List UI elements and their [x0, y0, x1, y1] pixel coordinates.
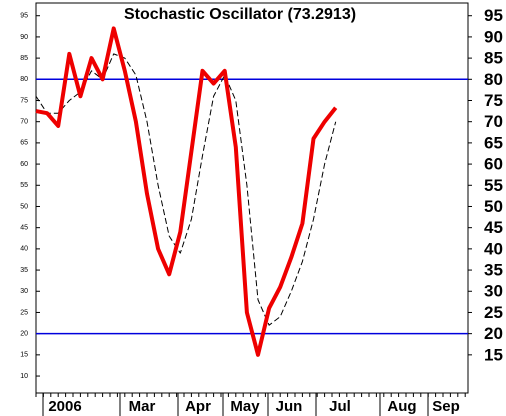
y-tick-label: 25: [20, 309, 28, 316]
y-tick-label: 50: [20, 203, 28, 210]
y2-tick-label: 15: [484, 345, 503, 364]
y-tick-label: 35: [20, 267, 28, 274]
y-tick-label: 10: [20, 373, 28, 380]
y-tick-label: 20: [20, 330, 28, 337]
y2-tick-label: 85: [484, 49, 503, 68]
y-tick-label: 85: [20, 55, 28, 62]
y-tick-label: 55: [20, 182, 28, 189]
x-tick-label: Sep: [432, 398, 460, 415]
x-tick-label: Apr: [185, 398, 211, 415]
y2-tick-label: 60: [484, 155, 503, 174]
y2-tick-label: 35: [484, 261, 503, 280]
y2-tick-label: 55: [484, 176, 503, 195]
y2-tick-label: 45: [484, 218, 503, 237]
y-tick-label: 40: [20, 246, 28, 253]
x-tick-label: Jul: [329, 398, 351, 415]
y-tick-label: 15: [20, 352, 28, 359]
y-tick-label: 65: [20, 140, 28, 147]
x-tick-label: Jun: [276, 398, 303, 415]
y-tick-label: 60: [20, 161, 28, 168]
y2-tick-label: 20: [484, 324, 503, 343]
y2-tick-label: 80: [484, 70, 503, 89]
y-tick-label: 70: [20, 119, 28, 126]
y2-tick-label: 40: [484, 239, 503, 258]
x-tick-label: Mar: [129, 398, 156, 415]
y2-tick-label: 95: [484, 6, 503, 25]
y-tick-label: 80: [20, 76, 28, 83]
y2-tick-label: 50: [484, 197, 503, 216]
y-tick-label: 95: [20, 13, 28, 20]
y-tick-label: 75: [20, 97, 28, 104]
y2-tick-label: 25: [484, 303, 503, 322]
y2-tick-label: 90: [484, 27, 503, 46]
x-tick-label: 2006: [48, 398, 81, 415]
y-tick-label: 90: [20, 34, 28, 41]
x-tick-label: Aug: [387, 398, 416, 415]
y2-tick-label: 75: [484, 91, 503, 110]
y-tick-label: 30: [20, 288, 28, 295]
plot-frame: [35, 2, 469, 394]
y2-tick-label: 65: [484, 133, 503, 152]
x-tick-label: May: [230, 398, 260, 415]
series-line: [35, 26, 338, 357]
chart-title: Stochastic Oscillator (73.2913): [124, 6, 356, 23]
y2-tick-label: 70: [484, 112, 503, 131]
y-tick-label: 45: [20, 225, 28, 232]
y2-tick-label: 30: [484, 282, 503, 301]
